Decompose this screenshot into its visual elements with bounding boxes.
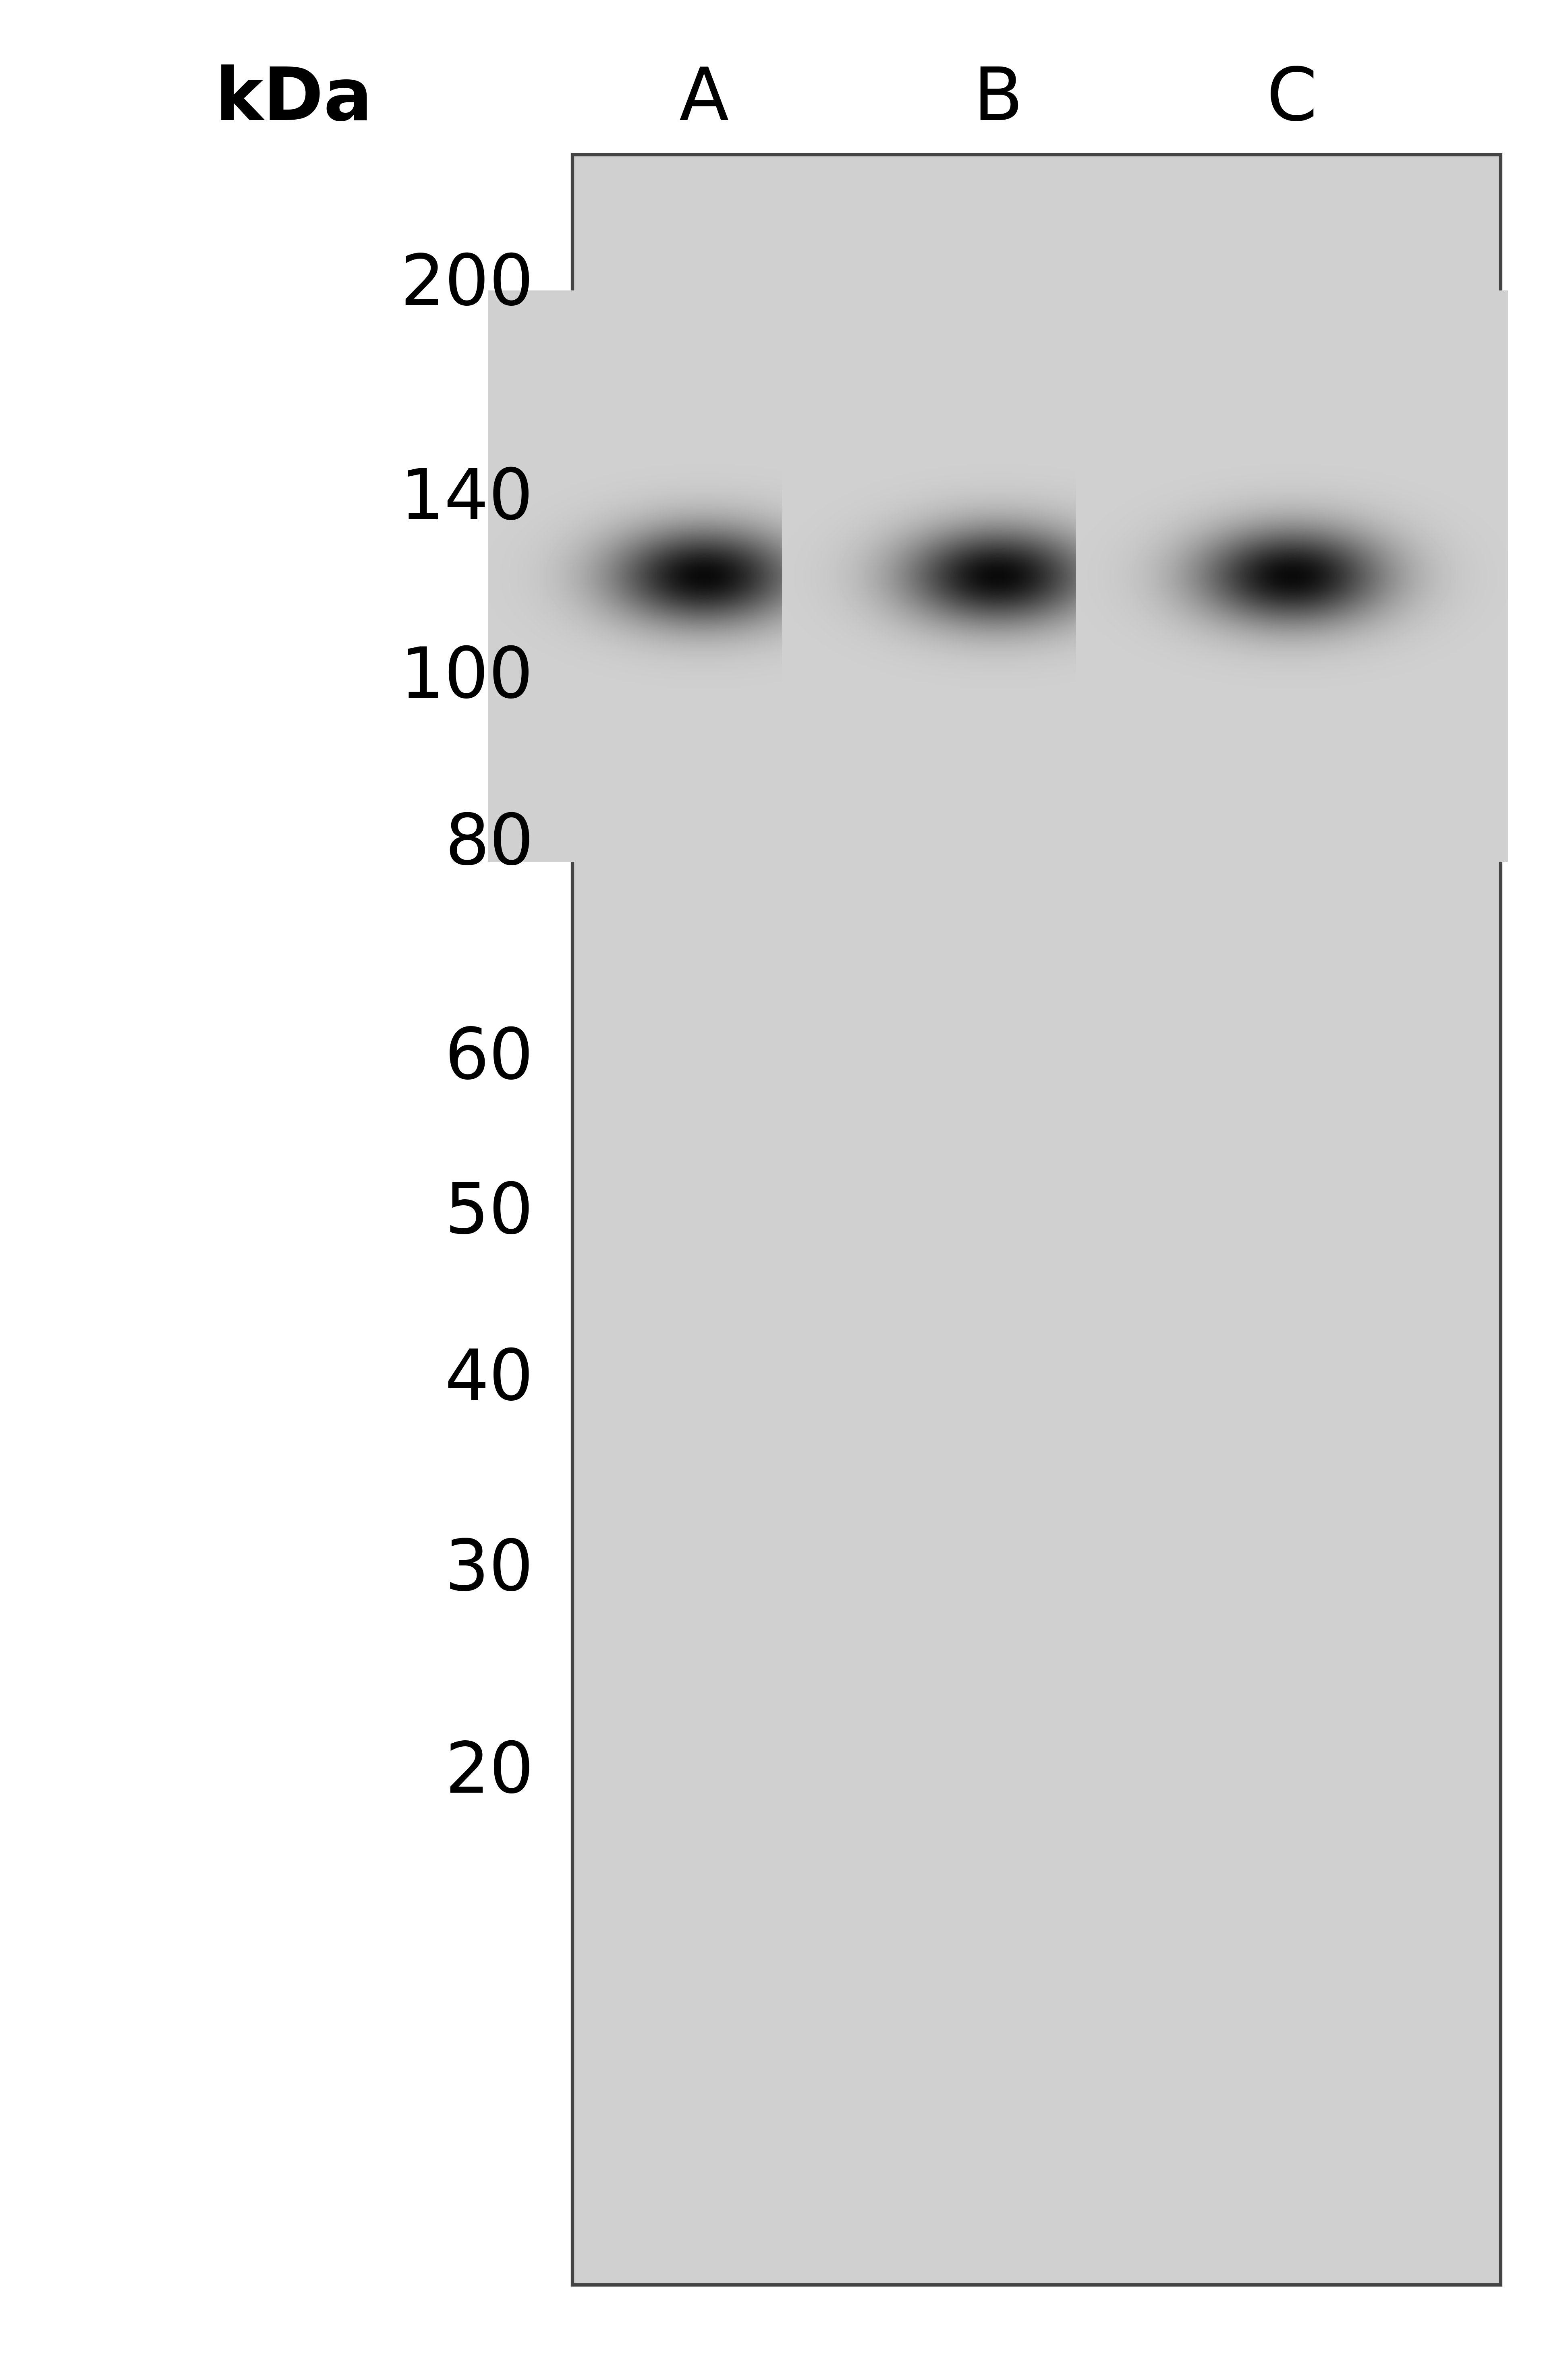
Text: 60: 60	[444, 1026, 534, 1092]
Text: 20: 20	[444, 1740, 534, 1806]
Text: 100: 100	[401, 645, 534, 712]
Text: 40: 40	[444, 1347, 534, 1414]
Text: A: A	[679, 64, 729, 136]
Text: kDa: kDa	[215, 64, 373, 136]
Text: 30: 30	[444, 1537, 534, 1604]
Text: 200: 200	[401, 252, 534, 319]
Bar	[572, 155, 1501, 2285]
Text: 50: 50	[444, 1180, 534, 1247]
Text: 140: 140	[401, 466, 534, 533]
Text: 80: 80	[444, 812, 534, 878]
Text: C: C	[1267, 64, 1316, 136]
Text: B: B	[973, 64, 1023, 136]
